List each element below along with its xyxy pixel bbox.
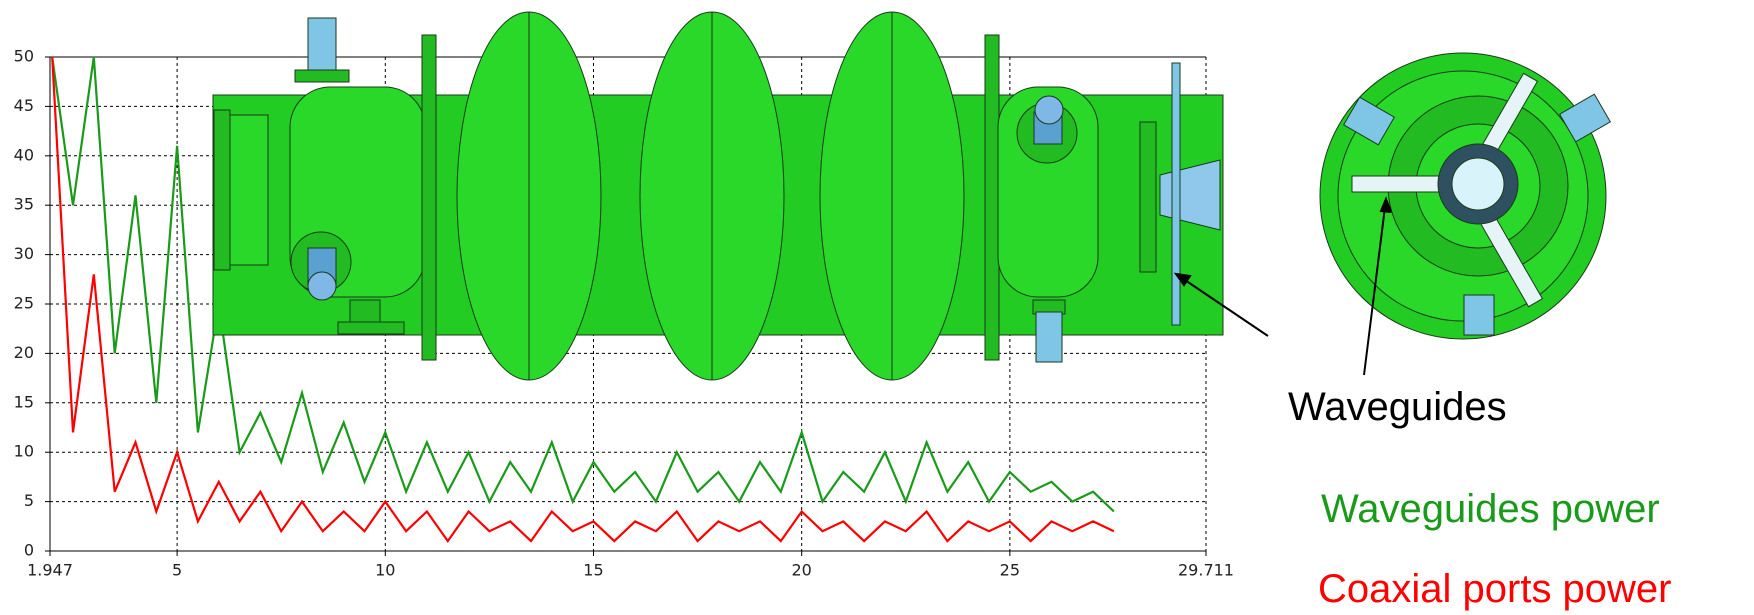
y-tick-label: 30 (14, 244, 34, 263)
y-tick-label: 20 (14, 343, 34, 362)
x-tick-label: 15 (583, 561, 603, 580)
x-tick-label: 10 (375, 561, 395, 580)
y-tick-label: 40 (14, 145, 34, 164)
legend: Waveguides power Coaxial ports power (1318, 487, 1672, 611)
end-view-illustration (1320, 53, 1610, 339)
y-tick-label: 50 (14, 47, 34, 66)
annotation: Waveguides (1288, 385, 1507, 429)
legend-entry: Waveguides power (1321, 487, 1660, 531)
y-tick-label: 10 (14, 442, 34, 461)
y-tick-label: 15 (14, 392, 34, 411)
chart: 0 5 10 15 20 25 30 35 40 45 50 1.947 5 10 15 20 25 29.711 (0, 0, 1754, 615)
x-tick-label: 5 (172, 561, 182, 580)
x-tick-label: 25 (1000, 561, 1020, 580)
y-tick-label: 0 (24, 541, 34, 560)
legend-entry: Coaxial ports power (1318, 567, 1672, 611)
y-tick-label: 45 (14, 96, 34, 115)
cavity-illustration (213, 12, 1223, 380)
x-tick-label: 29.711 (1178, 561, 1234, 580)
x-tick-label: 1.947 (27, 561, 73, 580)
y-tick-label: 5 (24, 491, 34, 510)
y-tick-label: 35 (14, 195, 34, 214)
y-tick-label: 25 (14, 294, 34, 313)
x-tick-label: 20 (791, 561, 811, 580)
